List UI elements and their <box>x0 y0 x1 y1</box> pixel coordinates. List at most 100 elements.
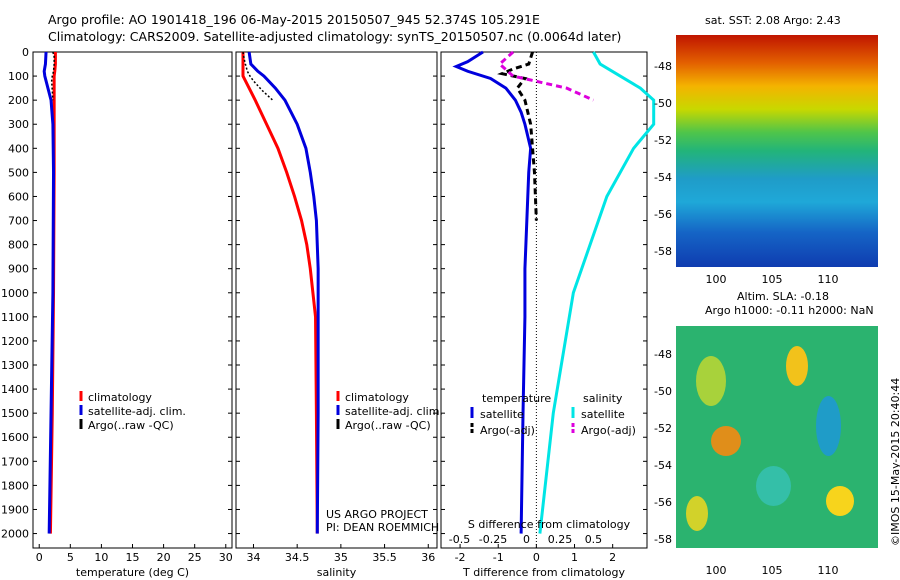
sla-map <box>676 326 878 548</box>
sla-lat-tick: -58 <box>654 533 672 546</box>
series-line-3-2 <box>497 51 538 221</box>
sst-lon-tick: 110 <box>818 273 839 286</box>
sst-map <box>676 35 878 267</box>
y-tick-label: 800 <box>8 239 29 252</box>
legend-label: climatology <box>345 391 409 404</box>
sla-lat-tick: -48 <box>654 348 672 361</box>
x-tick-label: 2 <box>609 551 616 564</box>
x-tick-label: 34.5 <box>285 551 310 564</box>
x-tick-label: 10 <box>94 551 108 564</box>
header-line-2: Climatology: CARS2009. Satellite-adjuste… <box>48 29 622 44</box>
sla-lon-tick: 100 <box>706 564 727 577</box>
series-line-2-2 <box>247 51 320 534</box>
y-tick-label: 1500 <box>1 407 29 420</box>
x-axis-label: salinity <box>317 566 357 579</box>
x-top-tick-label: 0.25 <box>548 533 573 546</box>
legend-label: climatology <box>88 391 152 404</box>
x-tick-label: 35.5 <box>372 551 397 564</box>
plot-frame-3 <box>440 51 648 549</box>
y-tick-label: 300 <box>8 118 29 131</box>
y-tick-label: 900 <box>8 263 29 276</box>
y-tick-label: 1900 <box>1 503 29 516</box>
series-line-2-3 <box>242 51 274 101</box>
legend-label: Argo(..raw -QC) <box>345 419 431 432</box>
x-top-tick-label: 0.5 <box>585 533 603 546</box>
sla-map-title-2: Argo h1000: -0.11 h2000: NaN <box>705 304 874 317</box>
x-tick-label: 5 <box>67 551 74 564</box>
header-line-1: Argo profile: AO 1901418_196 06-May-2015… <box>48 12 540 27</box>
sst-map-title: sat. SST: 2.08 Argo: 2.43 <box>705 14 841 27</box>
y-tick-label: 1100 <box>1 311 29 324</box>
sst-lat-tick: -52 <box>654 134 672 147</box>
sst-lat-tick: -56 <box>654 208 672 221</box>
x-top-tick-label: -0.25 <box>479 533 507 546</box>
legend-label: satellite <box>581 408 625 421</box>
x-tick-label: 25 <box>188 551 202 564</box>
legend-label: satellite-adj. clim. <box>345 405 443 418</box>
y-tick-label: 1800 <box>1 479 29 492</box>
project-annotation: PI: DEAN ROEMMICH <box>326 521 439 534</box>
y-tick-label: 1600 <box>1 431 29 444</box>
y-tick-label: 1300 <box>1 359 29 372</box>
series-line-3-4 <box>497 50 595 102</box>
legend-label: Argo(-adj) <box>480 424 535 437</box>
x-axis-label: temperature (deg C) <box>76 566 189 579</box>
x-tick-label: -2 <box>455 551 466 564</box>
sst-lat-tick: -58 <box>654 245 672 258</box>
project-annotation: US ARGO PROJECT <box>326 508 428 521</box>
x-tick-label: 36 <box>421 551 435 564</box>
x-tick-label: 0 <box>36 551 43 564</box>
x-top-axis-label: S difference from climatology <box>468 518 631 531</box>
legend-label: satellite <box>480 408 524 421</box>
x-tick-label: 35 <box>334 551 348 564</box>
x-tick-label: 34 <box>246 551 260 564</box>
y-tick-label: 200 <box>8 94 29 107</box>
y-tick-label: 0 <box>22 46 29 59</box>
x-tick-label: 15 <box>126 551 140 564</box>
legend-group-title: salinity <box>583 392 623 405</box>
y-tick-label: 1000 <box>1 287 29 300</box>
sst-lat-tick: -48 <box>654 60 672 73</box>
sst-lat-tick: -54 <box>654 171 672 184</box>
x-axis-label: T difference from climatology <box>462 566 625 579</box>
x-tick-label: 20 <box>157 551 171 564</box>
sla-lon-tick: 105 <box>762 564 783 577</box>
series-line-1-2 <box>42 51 56 534</box>
series-line-3-3 <box>538 51 656 534</box>
x-tick-label: 0 <box>533 551 540 564</box>
sst-lon-tick: 100 <box>706 273 727 286</box>
y-tick-label: 600 <box>8 190 29 203</box>
y-tick-label: 100 <box>8 70 29 83</box>
plot-frame-1 <box>32 51 233 549</box>
series-line-2-1 <box>241 52 319 534</box>
x-top-tick-label: 0 <box>523 533 530 546</box>
sla-lat-tick: -56 <box>654 496 672 509</box>
y-tick-label: 500 <box>8 166 29 179</box>
sla-lon-tick: 110 <box>818 564 839 577</box>
series-line-3-1 <box>452 50 533 534</box>
sst-lon-tick: 105 <box>762 273 783 286</box>
x-tick-label: -1 <box>493 551 504 564</box>
plot-frame-2 <box>235 51 438 549</box>
sla-lat-tick: -50 <box>654 385 672 398</box>
x-top-tick-label: -0.5 <box>449 533 470 546</box>
y-tick-label: 2000 <box>1 528 29 541</box>
sla-map-title-1: Altim. SLA: -0.18 <box>737 290 830 303</box>
y-tick-label: 1700 <box>1 455 29 468</box>
legend-label: Argo(-adj) <box>581 424 636 437</box>
y-tick-label: 400 <box>8 142 29 155</box>
y-tick-label: 1400 <box>1 383 29 396</box>
sla-lat-tick: -54 <box>654 459 672 472</box>
credit-text: ©IMOS 15-May-2015 20:40:44 <box>889 377 900 546</box>
y-tick-label: 700 <box>8 215 29 228</box>
sst-lat-tick: -50 <box>654 97 672 110</box>
x-tick-label: 30 <box>219 551 233 564</box>
y-tick-label: 1200 <box>1 335 29 348</box>
x-tick-label: 1 <box>571 551 578 564</box>
legend-label: satellite-adj. clim. <box>88 405 186 418</box>
legend-group-title: temperature <box>482 392 551 405</box>
sla-lat-tick: -52 <box>654 422 672 435</box>
series-line-1-3 <box>50 51 55 101</box>
legend-label: Argo(..raw -QC) <box>88 419 174 432</box>
